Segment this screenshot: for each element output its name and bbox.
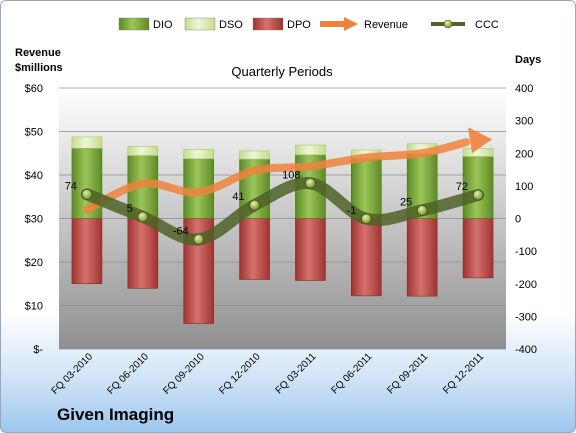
left-tick-label: $20 <box>25 257 43 269</box>
dpo-bar <box>295 218 326 281</box>
left-tick-label: $30 <box>25 214 43 226</box>
dso-bar <box>462 148 494 157</box>
right-axis-ticks: -400 -300 -200 -100 0 100 200 300 400 <box>515 83 537 356</box>
right-axis-title: Days <box>515 54 541 66</box>
right-tick-label: -200 <box>515 279 537 291</box>
legend-ccc-marker <box>443 19 453 29</box>
revenue-arrowhead <box>468 127 493 154</box>
x-tick-label: FQ 03-2011 <box>274 351 319 396</box>
dpo-bar <box>406 218 438 297</box>
legend-label: DIO <box>153 19 173 31</box>
left-tick-label: $60 <box>25 83 43 95</box>
x-tick-label: FQ 03-2010 <box>50 351 96 397</box>
x-axis-ticks: FQ 03-2010 FQ 06-2010 FQ 09-2010 FQ 12-2010… <box>50 351 487 397</box>
right-tick-label: 300 <box>515 116 533 128</box>
ccc-data-label: -64 <box>173 225 189 237</box>
legend-dso-swatch <box>184 17 216 31</box>
right-tick-label: -100 <box>515 246 537 258</box>
left-axis-title-line-1: Revenue <box>15 47 61 59</box>
company-name: Given Imaging <box>57 405 175 424</box>
legend-label: DSO <box>219 19 243 31</box>
right-tick-label: 0 <box>515 214 521 226</box>
x-tick-label: FQ 09-2011 <box>385 351 430 396</box>
right-tick-label: 400 <box>515 83 533 95</box>
ccc-data-label: 5 <box>127 203 133 215</box>
left-tick-label: $50 <box>25 127 43 139</box>
ccc-marker <box>472 189 484 201</box>
dpo-bar <box>351 218 382 297</box>
ccc-data-label: -1 <box>347 205 357 217</box>
dso-bar <box>71 136 103 149</box>
lines: 74 5 -64 41 108 -1 25 72 <box>65 127 493 246</box>
chart-title: Quarterly Periods <box>231 64 333 79</box>
ccc-data-label: 108 <box>282 169 300 181</box>
legend-label: Revenue <box>364 19 408 31</box>
right-tick-label: -400 <box>515 344 537 356</box>
ccc-line <box>80 177 485 246</box>
revenue-line <box>82 138 471 214</box>
legend-dio-swatch <box>118 17 150 31</box>
ccc-data-label: 72 <box>456 181 468 193</box>
left-tick-label: $40 <box>25 170 43 182</box>
left-axis-title: Revenue $millions <box>15 47 64 74</box>
ccc-marker <box>137 211 149 223</box>
ccc-marker <box>416 204 428 216</box>
right-tick-label: -300 <box>515 311 537 323</box>
dso-bar <box>239 150 270 160</box>
ccc-marker <box>81 188 93 200</box>
dpo-bar <box>462 218 494 279</box>
x-tick-label: FQ 06-2011 <box>329 351 374 396</box>
dpo-bar <box>71 218 103 285</box>
x-tick-label: FQ 09-2010 <box>161 351 207 397</box>
ccc-data-label: 25 <box>400 196 412 208</box>
dso-bar <box>127 146 159 156</box>
dpo-bar <box>127 218 159 289</box>
ccc-data-label: 41 <box>232 191 244 203</box>
ccc-data-label: 74 <box>65 180 77 192</box>
legend-label: DPO <box>287 19 311 31</box>
left-axis-ticks: $- $10 $20 $30 $40 $50 $60 <box>25 83 44 356</box>
dso-bar <box>295 144 326 156</box>
x-tick-label: FQ 06-2010 <box>105 351 151 397</box>
legend-label: CCC <box>475 19 499 31</box>
ccc-marker <box>249 199 260 211</box>
ccc-marker <box>193 233 205 245</box>
ccc-marker <box>360 213 372 225</box>
x-tick-label: FQ 12-2010 <box>217 351 263 397</box>
legend: DIO DSO DPO Revenue CCC <box>118 17 499 31</box>
left-tick-label: $- <box>33 344 43 356</box>
legend-revenue-arrow <box>344 17 358 31</box>
dso-bar <box>183 149 214 160</box>
x-tick-label: FQ 12-2011 <box>441 351 486 396</box>
right-tick-label: 200 <box>515 148 533 160</box>
legend-dpo-swatch <box>252 17 284 31</box>
ccc-marker <box>305 177 316 189</box>
left-axis-title-line-2: $millions <box>15 62 63 74</box>
left-tick-label: $10 <box>25 301 43 313</box>
right-tick-label: 100 <box>515 181 533 193</box>
dpo-bar <box>239 218 270 280</box>
dio-bar <box>462 156 494 219</box>
